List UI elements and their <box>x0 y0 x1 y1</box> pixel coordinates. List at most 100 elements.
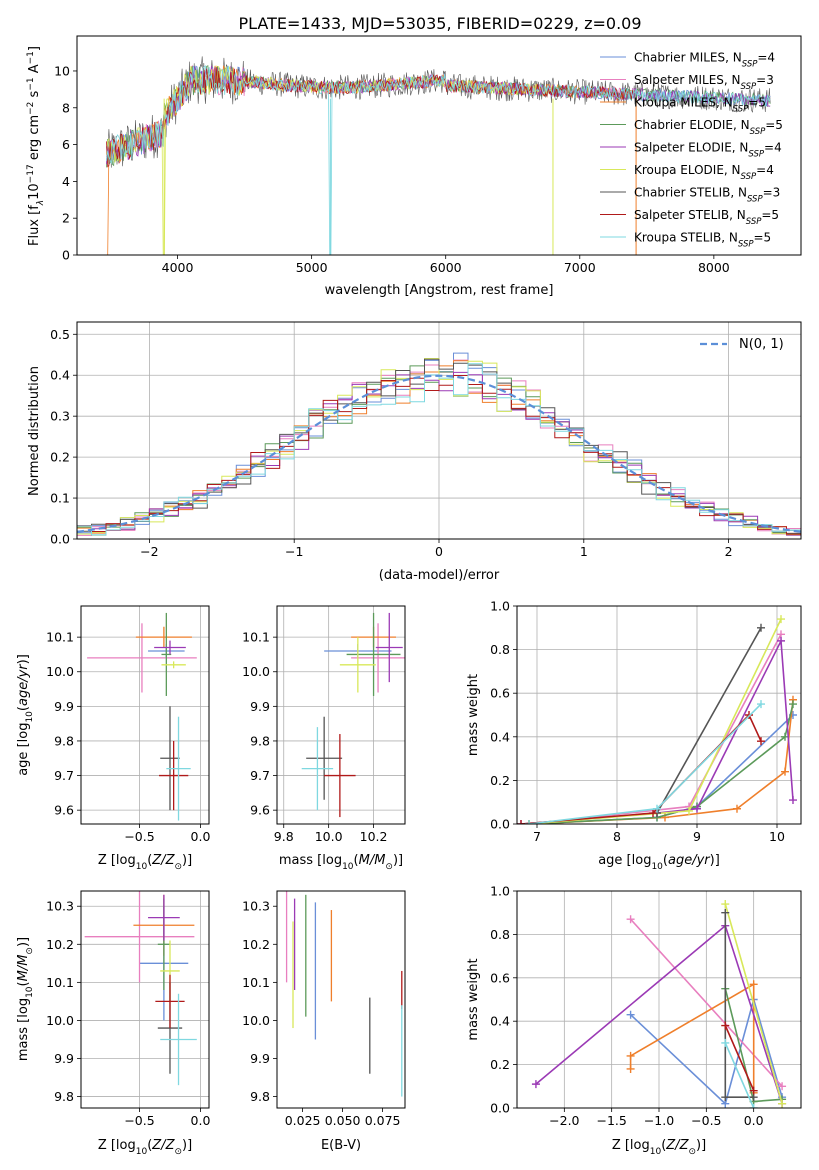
label-part: ⊙ <box>174 862 182 872</box>
mass-weight-line <box>528 714 794 824</box>
y-tick-label: 0.2 <box>490 1057 510 1072</box>
y-tick-label: 9.8 <box>54 733 74 748</box>
spectrum-frame <box>76 35 802 256</box>
mass-weight-Z-xlabel: Z [log10(Z/Z⊙)] <box>612 1138 706 1157</box>
mass-weight-marker <box>749 1086 758 1095</box>
legend-label: Salpeter ELODIE, NSSP=4 <box>634 141 782 160</box>
mass_weight_vs_age-series-6 <box>653 623 765 818</box>
mass-weight-marker <box>777 615 785 624</box>
mass-weight-line <box>520 713 762 824</box>
mass-weight-marker <box>626 1064 635 1073</box>
legend-label-main: Kroupa ELODIE, N <box>634 163 741 177</box>
y-tick-label: 10.0 <box>242 664 270 679</box>
legend-label-main: Chabrier ELODIE, N <box>634 118 750 132</box>
legend-label: Salpeter MILES, NSSP=3 <box>634 73 774 92</box>
spectrum-series-8 <box>106 65 771 255</box>
mass_weight_vs_Z-ylabel: mass weight <box>466 958 481 1040</box>
x-tick-label: 7000 <box>564 260 596 275</box>
y-tick-label: 9.6 <box>250 803 270 818</box>
label-part: Z/Z <box>151 853 175 868</box>
label-part: 10 <box>25 711 35 723</box>
x-tick-label: −0.5 <box>124 829 154 844</box>
label-part: )] <box>182 1138 192 1153</box>
y-tick-label: 10.1 <box>242 975 270 990</box>
mass_weight_vs_age-series-8 <box>525 700 765 824</box>
y-tick-label: 9.7 <box>54 768 74 783</box>
mass-weight-marker <box>721 1093 730 1102</box>
mass-weight-line <box>724 903 783 1104</box>
legend-label-main: Salpeter ELODIE, N <box>634 141 748 155</box>
label-part: λ <box>36 200 46 206</box>
y-tick-label: 0.2 <box>50 450 70 465</box>
legend-label-main: Chabrier MILES, N <box>634 51 742 65</box>
mass_vs_EBV-frame <box>276 890 406 1109</box>
x-tick-label: 5000 <box>296 260 328 275</box>
mass-weight-marker <box>778 1099 787 1108</box>
legend-label: Chabrier MILES, NSSP=4 <box>634 51 775 70</box>
mass-weight-marker <box>757 623 765 632</box>
label-part: M/M <box>359 853 386 868</box>
mass-weight-marker <box>721 908 730 917</box>
mass-weight-marker <box>721 1021 730 1030</box>
y-tick-label: 0.4 <box>490 1014 510 1029</box>
mass-weight-line <box>629 982 755 1093</box>
mass-weight-marker <box>778 1082 787 1091</box>
age_vs_mass-axes: 9.8 10.0 10.2 9.6 9.7 9.8 9.9 10.0 10.1 <box>242 606 405 844</box>
label-part: )] <box>182 853 192 868</box>
label-part: ⊙ <box>174 1147 182 1157</box>
x-tick-label: −1 <box>285 544 303 559</box>
label-part: )] <box>696 1138 706 1153</box>
y-tick-label: 9.8 <box>54 1089 74 1104</box>
mass_weight_vs_Z-series-7 <box>721 1021 758 1095</box>
y-tick-label: 0.4 <box>50 368 70 383</box>
label-part: )] <box>16 937 31 947</box>
x-tick-label: 0 <box>435 544 443 559</box>
mass_weight_vs_age-ylabel: mass weight <box>466 674 481 756</box>
legend-label-main: Salpeter STELIB, N <box>634 208 746 222</box>
y-tick-label: 9.6 <box>54 803 74 818</box>
mass_vs_Z-frame <box>80 890 210 1109</box>
mass-vs-Z-xlabel: Z [log10(Z/Z⊙)] <box>98 1138 192 1157</box>
mass-weight-marker <box>685 806 693 815</box>
spectrum-axes: 4000 5000 6000 7000 8000 0 2 4 6 8 10 <box>54 56 771 275</box>
gaussian-curve <box>77 374 801 533</box>
legend-label-suffix: =5 <box>761 208 779 222</box>
y-tick-label: 6 <box>62 137 70 152</box>
mass-weight-marker <box>649 809 657 818</box>
x-tick-label: 9.8 <box>274 829 294 844</box>
residual-ylabel: Normed distribution <box>27 366 42 496</box>
age_vs_Z-point-7 <box>159 740 189 811</box>
label-part: age [log <box>16 723 31 776</box>
mass_weight_vs_age-frame <box>516 605 802 825</box>
label-part: s <box>27 90 42 101</box>
x-tick-label: −1.5 <box>596 1113 626 1128</box>
y-tick-label: 10.1 <box>46 630 74 645</box>
y-tick-label: 1.0 <box>490 884 510 899</box>
age_vs_Z-axes: −0.5 0.0 9.6 9.7 9.8 9.9 10.0 10.1 <box>46 606 210 844</box>
x-tick-label: 0.025 <box>285 1113 321 1128</box>
mass_vs_Z-point-1 <box>84 891 195 983</box>
x-tick-label: 0.050 <box>325 1113 361 1128</box>
y-tick-label: 0.1 <box>50 491 70 506</box>
mass_weight_vs_Z-frame <box>516 890 802 1109</box>
spectrum-xlabel: wavelength [Angstrom, rest frame] <box>325 283 554 298</box>
label-part: 10 <box>25 986 35 998</box>
y-tick-label: 2 <box>62 211 70 226</box>
age_vs_mass-point-5 <box>339 637 376 693</box>
legend-label-sub: SSP <box>738 240 754 250</box>
legend-label-sub: SSP <box>733 105 749 115</box>
age-vs-Z-xlabel: Z [log10(Z/Z⊙)] <box>98 853 192 872</box>
age_vs_mass-frame <box>276 605 406 825</box>
y-tick-label: 10.1 <box>242 630 270 645</box>
y-tick-label: 10.0 <box>46 1013 74 1028</box>
legend-label-sub: SSP <box>746 217 762 227</box>
y-tick-label: 10.3 <box>242 899 270 914</box>
mass-vs-ebv-xlabel: E(B-V) <box>321 1138 361 1153</box>
x-tick-label: 9 <box>693 829 701 844</box>
legend-label-sub: SSP <box>748 150 764 160</box>
label-part: ( <box>16 981 31 986</box>
x-tick-label: 6000 <box>430 260 462 275</box>
label-part: Z/Z <box>665 1138 689 1153</box>
y-tick-label: 9.8 <box>250 733 270 748</box>
